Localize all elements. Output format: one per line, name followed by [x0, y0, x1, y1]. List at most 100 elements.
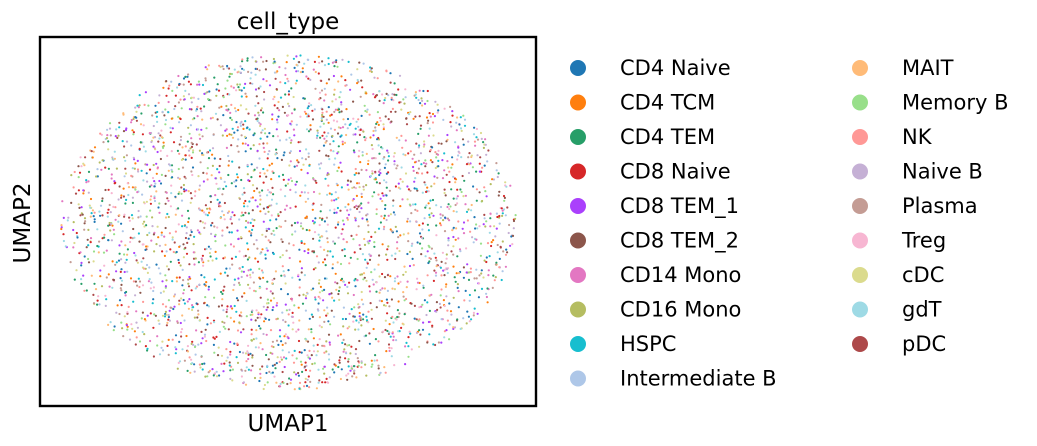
scatter-point	[261, 348, 264, 351]
scatter-point	[346, 218, 349, 221]
scatter-point	[140, 317, 143, 320]
scatter-point	[404, 345, 407, 348]
scatter-point	[372, 129, 375, 133]
scatter-point	[299, 54, 302, 57]
scatter-point	[88, 204, 91, 207]
scatter-point	[118, 312, 121, 316]
scatter-point	[159, 149, 162, 152]
scatter-point	[187, 149, 191, 152]
scatter-point	[174, 346, 177, 349]
scatter-point	[387, 118, 390, 121]
scatter-point	[249, 313, 252, 316]
scatter-point	[357, 155, 360, 158]
scatter-point	[174, 334, 178, 337]
scatter-point	[509, 244, 512, 247]
scatter-point	[373, 268, 376, 271]
scatter-point	[360, 79, 363, 82]
scatter-point	[127, 186, 131, 189]
scatter-point	[197, 309, 200, 312]
scatter-point	[98, 240, 101, 243]
scatter-point	[340, 232, 343, 235]
scatter-point	[402, 233, 405, 236]
scatter-point	[467, 315, 470, 318]
scatter-point	[182, 298, 185, 302]
scatter-point	[157, 267, 160, 270]
scatter-point	[298, 351, 301, 354]
scatter-point	[295, 357, 298, 360]
scatter-point	[96, 303, 99, 306]
scatter-point	[154, 182, 157, 185]
scatter-point	[249, 221, 252, 224]
scatter-point	[378, 162, 381, 165]
scatter-point	[388, 323, 391, 326]
scatter-point	[106, 134, 109, 137]
scatter-point	[223, 285, 226, 288]
scatter-point	[327, 353, 330, 356]
scatter-point	[381, 200, 384, 203]
scatter-point	[465, 247, 468, 250]
scatter-point	[329, 127, 333, 130]
legend-label: CD4 TCM	[620, 91, 715, 115]
scatter-point	[92, 150, 95, 153]
scatter-point	[439, 216, 442, 220]
scatter-point	[290, 315, 293, 318]
scatter-point	[158, 211, 161, 214]
scatter-point	[174, 352, 177, 355]
scatter-point	[414, 177, 417, 180]
scatter-point	[242, 255, 246, 258]
scatter-point	[100, 285, 104, 288]
scatter-point	[469, 230, 472, 233]
scatter-point	[182, 83, 185, 86]
scatter-point	[418, 345, 421, 348]
scatter-point	[198, 188, 201, 191]
scatter-point	[325, 230, 328, 233]
scatter-point	[323, 64, 327, 67]
scatter-point	[114, 263, 117, 266]
scatter-point	[132, 300, 135, 303]
scatter-point	[273, 104, 276, 107]
scatter-point	[238, 197, 241, 200]
scatter-point	[91, 156, 94, 159]
scatter-point	[256, 119, 259, 123]
scatter-point	[288, 151, 291, 154]
scatter-point	[174, 195, 177, 198]
scatter-point	[310, 328, 313, 331]
scatter-point	[306, 292, 309, 295]
legend-marker	[852, 232, 868, 249]
scatter-point	[514, 217, 517, 220]
scatter-point	[238, 267, 241, 270]
scatter-point	[441, 214, 444, 217]
scatter-point	[330, 193, 333, 196]
scatter-point	[442, 219, 445, 222]
scatter-point	[358, 149, 361, 152]
scatter-point	[325, 110, 328, 113]
scatter-point	[138, 94, 141, 97]
scatter-point	[486, 160, 489, 163]
scatter-point	[164, 305, 168, 308]
scatter-point	[142, 179, 145, 182]
scatter-point	[491, 178, 494, 181]
scatter-point	[459, 127, 463, 130]
scatter-point	[268, 84, 272, 87]
scatter-point	[307, 251, 310, 255]
scatter-point	[112, 278, 116, 282]
scatter-point	[256, 149, 259, 152]
scatter-point	[270, 178, 273, 181]
scatter-point	[182, 279, 185, 282]
scatter-point	[333, 208, 336, 211]
scatter-point	[492, 239, 495, 242]
scatter-point	[240, 120, 243, 123]
scatter-point	[438, 302, 441, 305]
scatter-point	[306, 378, 309, 381]
scatter-point	[170, 168, 173, 171]
scatter-point	[225, 104, 228, 108]
scatter-point	[320, 117, 323, 120]
scatter-point	[247, 344, 250, 347]
scatter-point	[381, 330, 385, 333]
scatter-point	[490, 241, 493, 244]
scatter-point	[386, 329, 389, 333]
scatter-point	[396, 315, 399, 319]
scatter-point	[203, 211, 206, 214]
scatter-point	[180, 107, 183, 110]
scatter-point	[501, 240, 504, 243]
